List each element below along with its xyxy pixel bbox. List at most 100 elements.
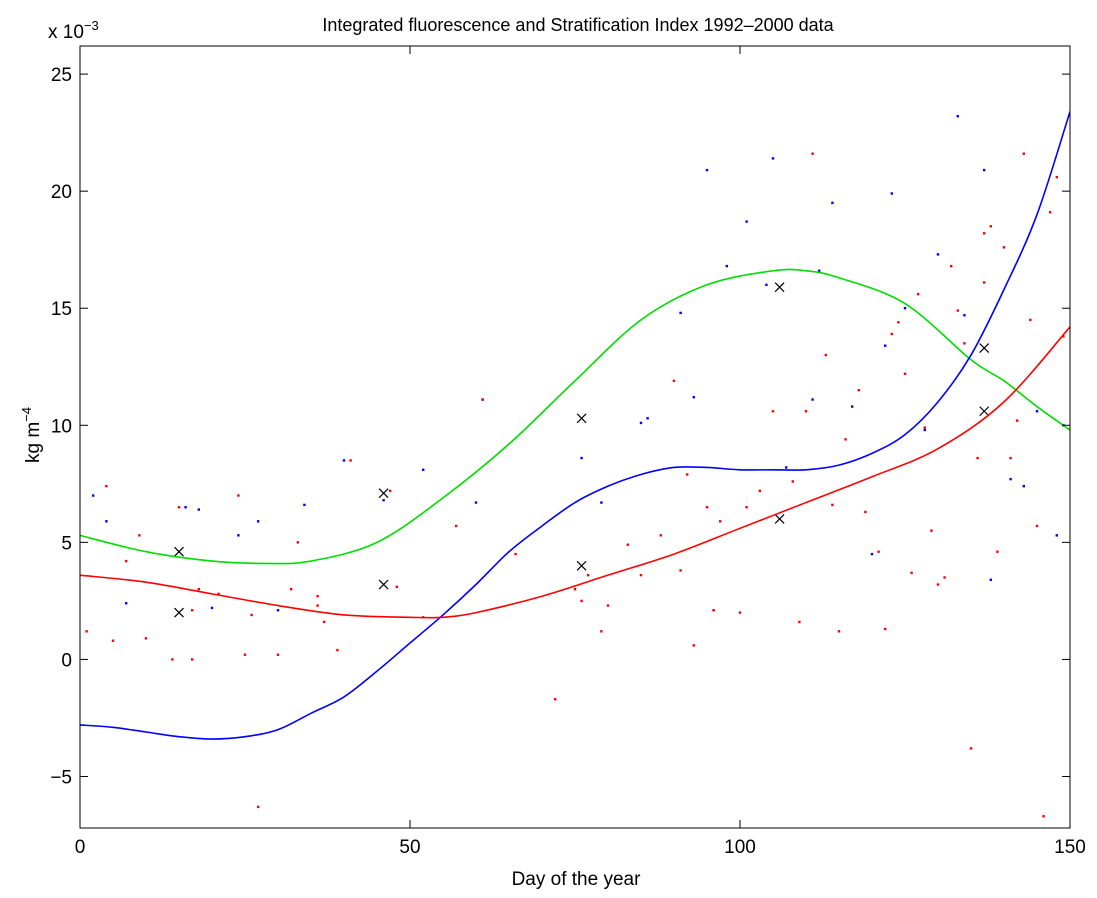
data-point [1022, 484, 1025, 488]
data-point [1022, 152, 1025, 155]
data-point [771, 157, 775, 160]
data-point [679, 311, 682, 315]
fit-curve-5 [80, 326, 1070, 619]
data-point [936, 583, 940, 586]
data-point [983, 281, 986, 284]
data-point [626, 543, 629, 546]
y-scale-exponent: −3 [84, 18, 99, 33]
data-point [639, 421, 643, 425]
data-point [969, 747, 973, 750]
data-point [923, 428, 926, 432]
data-point [554, 698, 557, 701]
axes-layer: 0 50 100 150 −5 0 5 10 15 20 25 [50, 45, 1086, 858]
data-point [844, 438, 847, 441]
cross-stroke [774, 282, 785, 293]
data-point [138, 534, 141, 537]
data-point [831, 201, 834, 205]
data-point [197, 587, 200, 591]
cross-stroke [378, 579, 389, 590]
data-point [316, 595, 319, 598]
data-point [930, 529, 933, 532]
data-point [963, 314, 966, 317]
data-point [963, 342, 966, 345]
data-point [1062, 335, 1065, 338]
data-point [474, 501, 478, 504]
data-point [1055, 534, 1058, 537]
data-point [296, 541, 299, 544]
data-point [983, 168, 986, 172]
data-point [276, 609, 280, 612]
data-point [771, 410, 775, 413]
data-point [745, 220, 748, 223]
data-point [923, 426, 926, 429]
x-tick-label: 100 [724, 837, 756, 858]
data-point [851, 405, 854, 408]
data-point [92, 494, 95, 497]
data-point [679, 569, 682, 572]
y-tick-label: 25 [51, 65, 72, 86]
data-point [606, 604, 610, 607]
axes-frame [79, 45, 1071, 829]
y-tick-label: 10 [51, 416, 72, 437]
data-point [303, 503, 306, 507]
x-tick-label: 150 [1054, 837, 1086, 858]
y-tick-label: 0 [61, 650, 72, 671]
data-point [804, 410, 808, 413]
data-point [125, 602, 128, 605]
data-point [481, 398, 484, 401]
data-point [831, 503, 834, 507]
data-point [191, 609, 194, 612]
data-point [837, 630, 841, 633]
data-point [125, 559, 128, 563]
data-point [580, 599, 583, 603]
data-point [725, 264, 728, 268]
data-point [996, 550, 999, 553]
y-scale-label: x 10−3 [48, 18, 99, 43]
data-point [936, 253, 940, 256]
data-point [798, 620, 801, 624]
data-point [659, 534, 662, 537]
cross-marker [979, 406, 990, 417]
data-point [210, 606, 214, 610]
data-point [342, 459, 346, 462]
fit-curve-4 [80, 111, 1070, 740]
data-point [989, 225, 992, 228]
data-point [389, 489, 392, 493]
y-tick-label: 5 [61, 533, 72, 554]
data-point [956, 309, 959, 312]
data-point [105, 520, 108, 523]
cross-stroke [979, 406, 990, 417]
data-point [950, 264, 953, 268]
data-point [745, 506, 748, 509]
data-point [719, 520, 722, 523]
data-point [257, 805, 260, 809]
data-point [864, 510, 867, 514]
data-point [884, 344, 887, 347]
data-point [600, 630, 603, 633]
data-point [917, 292, 920, 296]
data-point [243, 653, 247, 656]
data-point [890, 192, 893, 195]
data-point [191, 658, 194, 661]
cross-marker [576, 413, 587, 424]
data-point [989, 578, 992, 582]
plot-layer [80, 111, 1070, 818]
y-axis-label-base: kg m [23, 422, 44, 463]
data-point [290, 587, 293, 591]
y-tick-label: −5 [50, 767, 72, 788]
data-point [811, 152, 814, 155]
cross-stroke [774, 514, 785, 524]
data-point [382, 499, 385, 502]
cross-marker [174, 607, 184, 618]
data-point [105, 484, 108, 488]
data-point [336, 648, 339, 652]
data-point [197, 508, 200, 511]
data-point [983, 232, 986, 235]
cross-marker [774, 282, 785, 293]
cross-stroke [378, 488, 389, 499]
data-point [580, 456, 583, 460]
y-scale-base: x 10 [48, 22, 84, 43]
y-tick-label: 20 [51, 182, 72, 203]
data-point [1002, 246, 1006, 249]
data-point [897, 321, 900, 324]
